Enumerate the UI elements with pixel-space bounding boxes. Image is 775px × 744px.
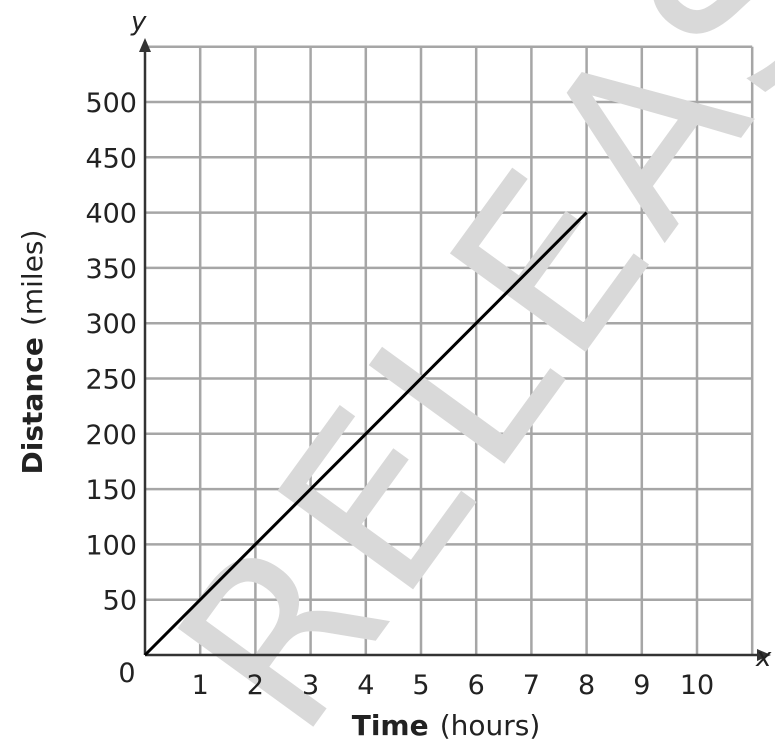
- x-tick-label: 3: [302, 670, 319, 701]
- y-tick-label: 300: [85, 309, 137, 340]
- y-axis-name: y: [130, 7, 147, 37]
- grid: [145, 45, 754, 655]
- x-tick-label: 7: [523, 670, 540, 701]
- axes: [139, 38, 771, 661]
- x-tick-label: 2: [247, 670, 264, 701]
- y-tick-label: 200: [85, 420, 137, 451]
- origin-tick-label: 0: [118, 658, 135, 689]
- x-tick-label: 9: [633, 670, 650, 701]
- y-axis-label-unit: (miles): [16, 230, 49, 327]
- y-axis-label-bold: Distance: [16, 337, 49, 474]
- x-tick-label: 8: [578, 670, 595, 701]
- y-axis-arrow-icon: [139, 38, 151, 52]
- y-tick-label: 500: [85, 88, 137, 119]
- x-tick-label: 1: [192, 670, 209, 701]
- x-axis-label-unit: (hours): [440, 709, 541, 742]
- tick-labels: 1 2 3 4 5 6 7 8 9 10 50 100 150 200 250 300 350 400 450 500…: [85, 88, 714, 701]
- x-tick-label: 5: [412, 670, 429, 701]
- x-axis-arrow-icon: [757, 649, 771, 661]
- x-axis-label: Time (hours): [352, 709, 541, 742]
- watermark-layer: RELEASED: [128, 0, 775, 744]
- y-tick-label: 350: [85, 254, 137, 285]
- x-tick-label: 6: [468, 670, 485, 701]
- x-axis-name: x: [755, 643, 772, 673]
- y-axis-label: Distance (miles): [16, 230, 49, 475]
- series-layer: [143, 211, 588, 657]
- y-tick-label: 250: [85, 365, 137, 396]
- y-tick-label: 100: [85, 530, 137, 561]
- x-tick-label: 10: [680, 670, 714, 701]
- y-tick-label: 150: [85, 475, 137, 506]
- x-axis-label-bold: Time: [352, 709, 429, 742]
- series-line: [143, 211, 588, 657]
- y-tick-label: 450: [85, 143, 137, 174]
- x-tick-label: 4: [357, 670, 374, 701]
- y-tick-label: 400: [85, 199, 137, 230]
- watermark: RELEASED: [128, 0, 775, 744]
- y-tick-label: 50: [103, 586, 137, 617]
